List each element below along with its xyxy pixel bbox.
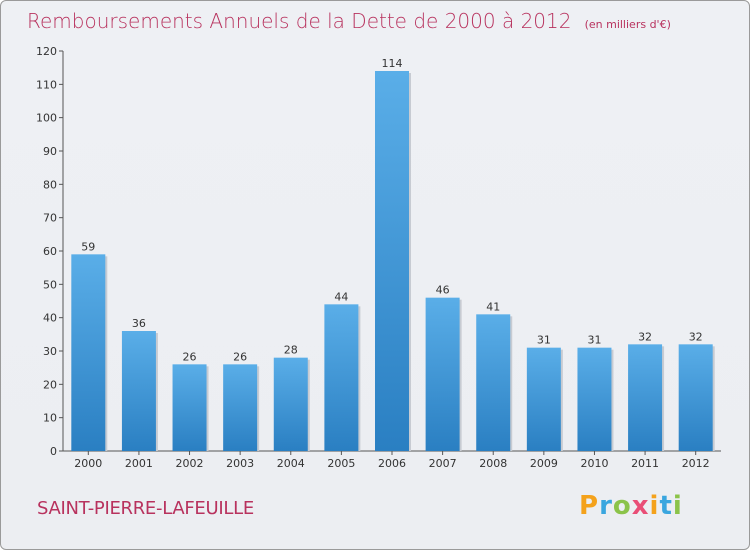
bar-2005 (324, 304, 359, 451)
data-label-2002: 26 (183, 350, 197, 363)
y-tick-label: 0 (50, 445, 57, 458)
x-tick-label-2012: 2012 (682, 457, 710, 470)
bar-2006 (375, 71, 409, 451)
logo-letter: r (599, 491, 613, 521)
data-label-2009: 31 (537, 334, 551, 347)
y-tick-label: 80 (43, 178, 57, 191)
bar-2003 (223, 364, 258, 451)
logo-letter: o (612, 491, 632, 521)
y-tick-label: 50 (43, 278, 57, 291)
x-tick-label-2004: 2004 (277, 457, 305, 470)
data-label-2006: 114 (382, 57, 403, 70)
y-tick-label: 70 (43, 212, 57, 225)
y-tick-label: 60 (43, 245, 57, 258)
bar-2004 (273, 357, 308, 451)
y-tick-label: 30 (43, 345, 57, 358)
x-tick-label-2009: 2009 (530, 457, 558, 470)
x-tick-label-2008: 2008 (479, 457, 507, 470)
data-label-2012: 32 (689, 330, 703, 343)
bar-2009 (526, 347, 561, 451)
commune-name: SAINT-PIERRE-LAFEUILLE (37, 498, 254, 519)
y-tick-label: 100 (36, 112, 57, 125)
logo-letter: i (672, 491, 683, 521)
data-label-2005: 44 (334, 290, 348, 303)
x-tick-label-2005: 2005 (327, 457, 355, 470)
data-label-2000: 59 (81, 240, 95, 253)
x-tick-label-2000: 2000 (74, 457, 102, 470)
x-tick-label-2010: 2010 (580, 457, 608, 470)
x-tick-label-2006: 2006 (378, 457, 406, 470)
logo-letter: t (659, 491, 673, 521)
data-label-2004: 28 (284, 344, 298, 357)
y-tick-label: 120 (36, 45, 57, 58)
bar-2011 (628, 344, 663, 451)
data-label-2007: 46 (436, 284, 450, 297)
y-tick-label: 110 (36, 78, 57, 91)
x-tick-label-2001: 2001 (125, 457, 153, 470)
logo-letter: P (579, 491, 600, 521)
bar-2000 (71, 254, 106, 451)
proxiti-logo[interactable]: Proxiti (579, 491, 683, 521)
logo-letter: i (649, 491, 660, 521)
data-label-2010: 31 (587, 334, 601, 347)
x-tick-label-2003: 2003 (226, 457, 254, 470)
data-label-2001: 36 (132, 317, 146, 330)
y-tick-label: 10 (43, 412, 57, 425)
x-tick-label-2002: 2002 (176, 457, 204, 470)
bar-2008 (476, 314, 511, 451)
bar-2007 (425, 297, 460, 451)
bar-2012 (678, 344, 713, 451)
y-tick-label: 40 (43, 312, 57, 325)
bar-2001 (121, 331, 156, 451)
chart-unit: (en milliers d'€) (584, 18, 671, 31)
chart-title: Remboursements Annuels de la Dette de 20… (27, 9, 671, 33)
x-tick-label-2007: 2007 (429, 457, 457, 470)
data-label-2008: 41 (486, 300, 500, 313)
y-tick-label: 90 (43, 145, 57, 158)
y-tick-label: 20 (43, 378, 57, 391)
bar-2002 (172, 364, 207, 451)
data-label-2003: 26 (233, 350, 247, 363)
chart-title-main: Remboursements Annuels de la Dette de 20… (27, 9, 572, 33)
data-label-2011: 32 (638, 330, 652, 343)
bar-2010 (577, 347, 612, 451)
logo-letter: x (631, 491, 650, 521)
x-tick-label-2011: 2011 (631, 457, 659, 470)
